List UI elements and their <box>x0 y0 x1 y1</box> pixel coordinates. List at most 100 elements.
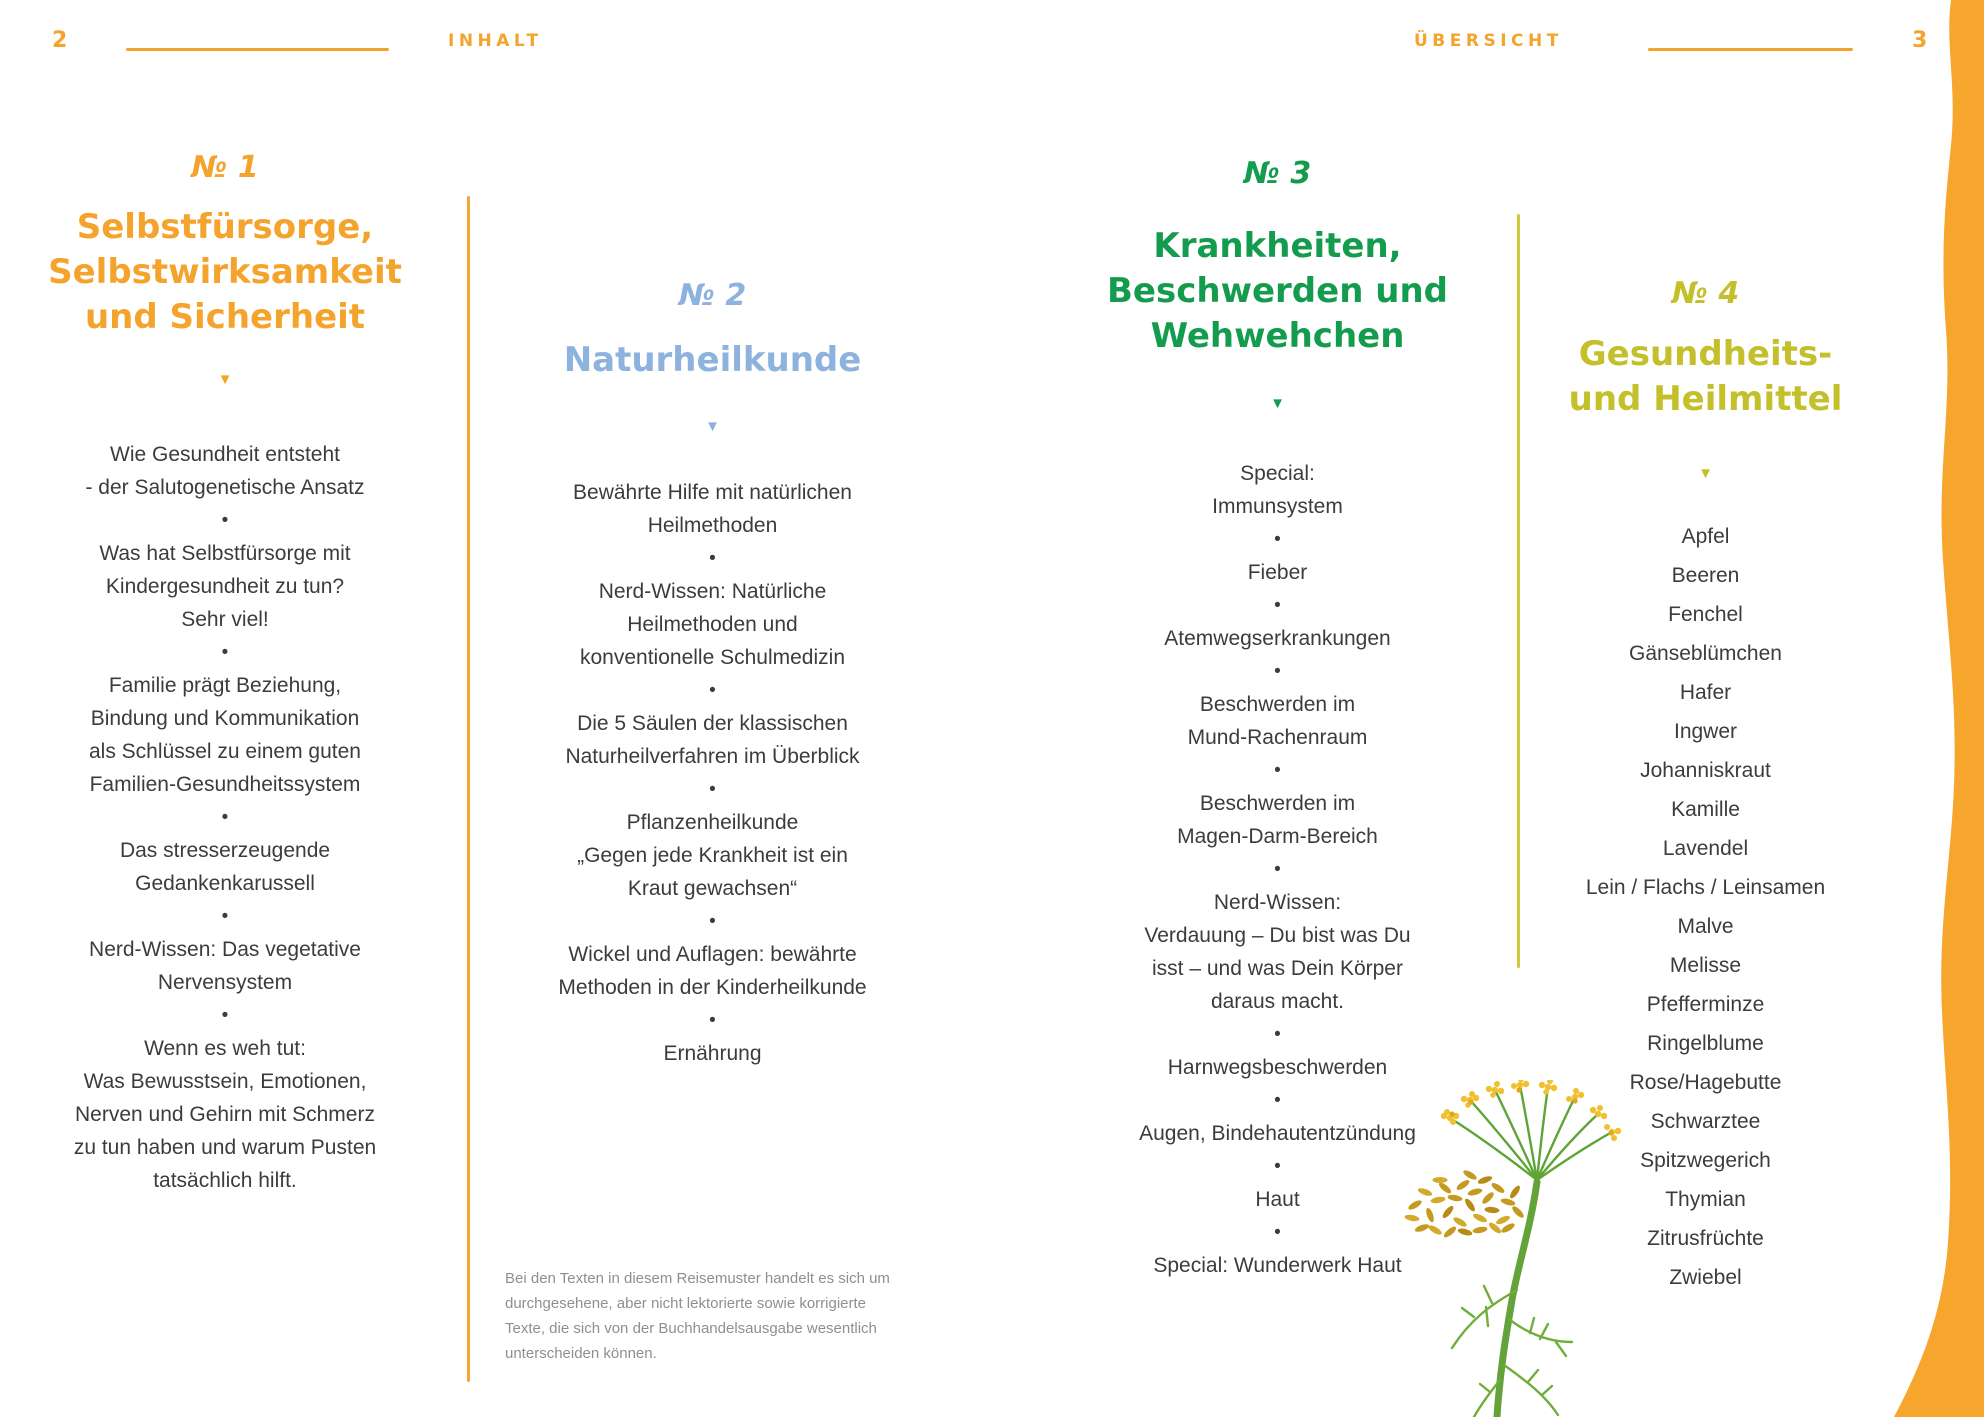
text-line: Kraut gewachsen“ <box>627 877 798 900</box>
text-line: Zitrusfrüchte <box>1647 1227 1764 1250</box>
item-separator-dot: • <box>709 680 716 701</box>
text-line: Beschwerden im <box>1199 792 1356 815</box>
toc-item: Ingwer <box>1513 712 1898 751</box>
toc-item: Melisse <box>1513 946 1898 985</box>
down-triangle-icon: ▼ <box>705 418 720 435</box>
text-line: Familie prägt Beziehung, <box>108 674 342 697</box>
toc-column-3: № 3 Krankheiten, Beschwerden und Wehwehche… <box>1055 0 1500 1417</box>
fennel-plant-illustration <box>1404 1080 1622 1417</box>
item-separator-dot: • <box>221 510 229 531</box>
text-line: Naturheilkunde <box>563 340 862 380</box>
text-line: Beeren <box>1671 564 1740 587</box>
toc-item: Nerd-Wissen: Verdauung – Du bist was Du is… <box>1055 886 1500 1018</box>
text-line: Beschwerden und <box>1107 271 1448 311</box>
toc-item: Atemwegserkrankungen <box>1055 622 1500 655</box>
toc-item: Wickel und Auflagen: bewährte Methoden in… <box>490 938 935 1004</box>
vertical-divider-orange <box>467 196 470 1382</box>
item-separator-dot: • <box>1274 1222 1281 1243</box>
text-line: Verdauung – Du bist was Du <box>1144 924 1411 947</box>
toc-item: Pfefferminze <box>1513 985 1898 1024</box>
toc-item: Zitrusfrüchte <box>1513 1219 1898 1258</box>
toc-item: Nerd-Wissen: Natürliche Heilmethoden und k… <box>490 575 935 674</box>
text-line: tatsächlich hilft. <box>153 1169 297 1192</box>
column-1-items: Wie Gesundheit entsteht - der Salutogenet… <box>30 438 420 1197</box>
right-page-number: 3 <box>1912 28 1928 53</box>
text-line: Atemwegserkrankungen <box>1164 627 1391 650</box>
running-head-inhalt: INHALT <box>448 31 543 51</box>
item-separator-dot: • <box>221 906 229 927</box>
toc-item: Bewährte Hilfe mit natürlichen Heilmethod… <box>490 476 935 542</box>
toc-item: Lein / Flachs / Leinsamen <box>1513 868 1898 907</box>
text-line: isst – und was Dein Körper <box>1152 957 1403 980</box>
down-triangle-icon: ▼ <box>1698 465 1713 482</box>
toc-item: Hafer <box>1513 673 1898 712</box>
fennel-seeds <box>1404 1170 1524 1238</box>
text-line: Bewährte Hilfe mit natürlichen <box>573 481 852 504</box>
text-line: Ingwer <box>1673 720 1738 743</box>
text-line: Was Bewusstsein, Emotionen, <box>83 1070 367 1093</box>
text-line: Pflanzenheilkunde <box>626 811 799 834</box>
toc-item: Special: Wunderwerk Haut <box>1055 1249 1500 1282</box>
toc-item: Die 5 Säulen der klassischen Naturheilver… <box>490 707 935 773</box>
text-line: Special: <box>1240 462 1315 485</box>
text-line: Zwiebel <box>1669 1266 1742 1289</box>
toc-item: Beeren <box>1513 556 1898 595</box>
item-separator-dot: • <box>221 642 229 663</box>
item-separator-dot: • <box>1274 1024 1281 1045</box>
page-edge-wave-band <box>1894 0 1984 1417</box>
column-3-items: Special: Immunsystem • Fieber • Atemwegserkra… <box>1055 457 1500 1282</box>
text-line: Heilmethoden und <box>627 613 798 636</box>
toc-item: Zwiebel <box>1513 1258 1898 1297</box>
text-line: Thymian <box>1665 1188 1746 1211</box>
text-line: Schwarztee <box>1650 1110 1761 1133</box>
text-line: und Heilmittel <box>1568 379 1843 419</box>
text-line: Ringelblume <box>1647 1032 1764 1055</box>
item-separator-dot: • <box>1274 595 1281 616</box>
text-line: Fenchel <box>1668 603 1743 626</box>
text-line: zu tun haben und warum Pusten <box>73 1136 377 1159</box>
header-rule-left <box>126 48 389 51</box>
text-line: Wehwehchen <box>1150 316 1405 356</box>
text-line: Nerven und Gehirn mit Schmerz <box>75 1103 375 1126</box>
text-line: Kamille <box>1671 798 1740 821</box>
text-line: Spitzwegerich <box>1640 1149 1771 1172</box>
toc-item: Beschwerden im Mund-Rachenraum <box>1055 688 1500 754</box>
text-line: Augen, Bindehautentzündung <box>1139 1122 1416 1145</box>
toc-item: Ernährung <box>490 1037 935 1070</box>
toc-item: Beschwerden im Magen-Darm-Bereich <box>1055 787 1500 853</box>
toc-item: Fenchel <box>1513 595 1898 634</box>
text-line: Gedankenkarussell <box>135 872 315 895</box>
toc-item: Rose/Hagebutte <box>1513 1063 1898 1102</box>
text-line: Familien-Gesundheitssystem <box>89 773 361 796</box>
text-line: Hafer <box>1679 681 1732 704</box>
toc-item: Lavendel <box>1513 829 1898 868</box>
header-rule-right <box>1648 48 1853 51</box>
column-1-title: Selbstfürsorge, Selbstwirksamkeit und Sich… <box>30 205 420 340</box>
toc-item: Was hat Selbstfürsorge mit Kindergesundhe… <box>30 537 420 636</box>
text-line: Nervensystem <box>157 971 293 994</box>
text-line: Was hat Selbstfürsorge mit <box>99 542 351 565</box>
text-line: Selbstwirksamkeit <box>48 252 402 292</box>
toc-item: Special: Immunsystem <box>1055 457 1500 523</box>
toc-item: Haut <box>1055 1183 1500 1216</box>
toc-item: Nerd-Wissen: Das vegetative Nervensystem <box>30 933 420 999</box>
toc-item: Ringelblume <box>1513 1024 1898 1063</box>
item-separator-dot: • <box>1274 760 1281 781</box>
text-line: Das stresserzeugende <box>119 839 331 862</box>
text-line: unterscheiden können. <box>505 1345 657 1362</box>
text-line: Wenn es weh tut: <box>144 1037 306 1060</box>
text-line: Nerd-Wissen: Das vegetative <box>89 938 361 961</box>
text-line: Heilmethoden <box>647 514 778 537</box>
text-line: Malve <box>1677 915 1734 938</box>
text-line: Haut <box>1255 1188 1300 1211</box>
column-4-title: Gesundheits-und Heilmittel <box>1513 332 1898 422</box>
column-3-title: Krankheiten, Beschwerden und Wehwehchen <box>1055 224 1500 359</box>
text-line: konventionelle Schulmedizin <box>580 646 845 669</box>
plant-leaves <box>1450 1284 1574 1417</box>
edition-disclaimer: Bei den Texten in diesem Reisemuster han… <box>505 1266 935 1366</box>
text-line: und Sicherheit <box>84 297 366 337</box>
item-separator-dot: • <box>709 1010 716 1031</box>
left-page-number: 2 <box>52 28 68 53</box>
column-1-number: № 1 <box>191 150 259 185</box>
